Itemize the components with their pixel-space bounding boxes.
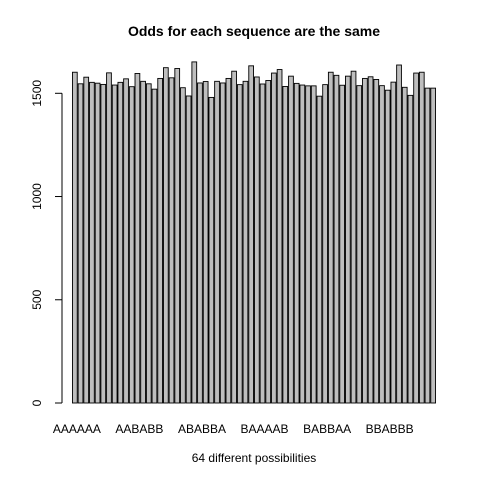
bar-48: [339, 84, 345, 404]
bar-43: [310, 85, 317, 404]
bar-45: [322, 84, 328, 404]
bar-24: [202, 81, 209, 404]
bar-44: [316, 95, 323, 404]
bar-41: [299, 84, 306, 404]
bar-16: [157, 77, 164, 404]
x-tick-label: BBABBB: [366, 422, 414, 436]
bar-35: [265, 80, 272, 404]
bar-25: [208, 96, 215, 404]
bar-18: [168, 77, 175, 404]
bar-59: [401, 86, 408, 404]
bar-26: [214, 80, 220, 404]
bar-50: [350, 70, 357, 404]
bar-62: [418, 71, 425, 404]
y-axis: 0 500 1000 1500: [30, 80, 63, 406]
bar-61: [413, 72, 419, 404]
bar-14: [145, 83, 152, 404]
bar-17: [163, 67, 169, 404]
y-tick-label: 1500: [30, 80, 44, 107]
bar-57: [390, 81, 397, 404]
bar-39: [288, 75, 294, 404]
bar-51: [356, 85, 363, 404]
bar-37: [276, 69, 283, 404]
bar-20: [180, 87, 186, 404]
bar-19: [174, 68, 181, 404]
x-tick-label: BABBAA: [303, 422, 351, 436]
bar-32: [248, 65, 255, 404]
bar-29: [231, 70, 237, 404]
bar-11: [128, 86, 135, 404]
bar-30: [236, 84, 243, 404]
bar-4: [89, 81, 95, 404]
bar-56: [384, 89, 391, 404]
bar-series: [71, 61, 436, 404]
bar-47: [333, 74, 340, 404]
bar-15: [151, 88, 158, 404]
bar-27: [219, 82, 226, 404]
y-tick-label: 0: [30, 399, 44, 406]
chart-title: Odds for each sequence are the same: [128, 23, 380, 39]
bar-33: [254, 76, 260, 404]
x-tick-label: BAAAAB: [241, 422, 289, 436]
x-tick-labels: AAAAAA AABABB ABABBA BAAAAB BABBAA BBABBB: [53, 422, 414, 436]
bar-31: [242, 80, 249, 404]
bar-49: [345, 75, 351, 404]
bar-23: [197, 82, 203, 404]
bar-40: [293, 82, 300, 404]
bar-38: [282, 86, 289, 404]
bar-7: [106, 72, 112, 404]
bar-5: [94, 82, 101, 404]
bar-8: [111, 84, 118, 404]
x-tick-label: ABABBA: [178, 422, 226, 436]
bar-13: [140, 80, 146, 404]
bar-55: [379, 85, 385, 404]
x-tick-label: AAAAAA: [53, 422, 101, 436]
bar-34: [259, 83, 266, 404]
x-tick-label: AABABB: [115, 422, 163, 436]
bar-54: [373, 79, 380, 404]
bar-53: [367, 76, 374, 404]
bar-2: [77, 83, 84, 404]
bar-3: [83, 76, 90, 404]
bar-21: [185, 95, 192, 404]
bar-10: [123, 78, 129, 404]
y-tick-label: 1000: [30, 183, 44, 210]
x-axis-label: 64 different possibilities: [192, 451, 317, 465]
bar-58: [396, 64, 402, 404]
bar-64: [430, 87, 436, 404]
bar-36: [271, 72, 277, 404]
bar-52: [362, 77, 368, 404]
bar-22: [191, 61, 198, 404]
bar-12: [134, 73, 141, 404]
bar-6: [100, 83, 107, 404]
bar-9: [117, 81, 124, 404]
bar-42: [305, 85, 311, 404]
bar-60: [407, 94, 414, 404]
bar-46: [327, 71, 334, 404]
bar-28: [225, 77, 232, 404]
y-tick-label: 500: [30, 289, 44, 309]
bar-63: [424, 87, 431, 404]
bar-1: [71, 71, 78, 404]
